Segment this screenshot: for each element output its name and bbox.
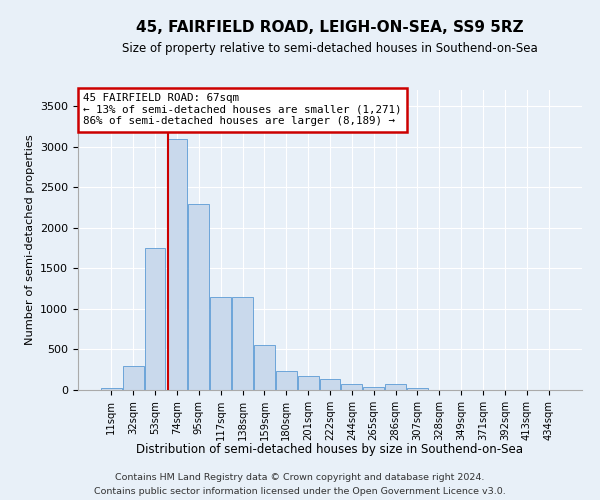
Text: Size of property relative to semi-detached houses in Southend-on-Sea: Size of property relative to semi-detach… bbox=[122, 42, 538, 55]
Bar bbox=[385, 384, 406, 390]
Bar bbox=[341, 384, 362, 390]
Bar bbox=[210, 297, 231, 390]
Text: Contains public sector information licensed under the Open Government Licence v3: Contains public sector information licen… bbox=[94, 488, 506, 496]
Bar bbox=[123, 366, 143, 390]
Bar bbox=[254, 344, 275, 390]
Text: 45, FAIRFIELD ROAD, LEIGH-ON-SEA, SS9 5RZ: 45, FAIRFIELD ROAD, LEIGH-ON-SEA, SS9 5R… bbox=[136, 20, 524, 35]
Text: Contains HM Land Registry data © Crown copyright and database right 2024.: Contains HM Land Registry data © Crown c… bbox=[115, 472, 485, 482]
Bar bbox=[232, 297, 253, 390]
Bar bbox=[364, 387, 384, 390]
Bar bbox=[167, 138, 187, 390]
Bar bbox=[188, 204, 209, 390]
Text: Distribution of semi-detached houses by size in Southend-on-Sea: Distribution of semi-detached houses by … bbox=[137, 442, 523, 456]
Bar bbox=[407, 388, 428, 390]
Bar bbox=[276, 370, 296, 390]
Bar bbox=[298, 376, 319, 390]
Y-axis label: Number of semi-detached properties: Number of semi-detached properties bbox=[25, 134, 35, 346]
Bar bbox=[145, 248, 166, 390]
Text: 45 FAIRFIELD ROAD: 67sqm
← 13% of semi-detached houses are smaller (1,271)
86% o: 45 FAIRFIELD ROAD: 67sqm ← 13% of semi-d… bbox=[83, 93, 401, 126]
Bar bbox=[101, 388, 122, 390]
Bar bbox=[320, 380, 340, 390]
